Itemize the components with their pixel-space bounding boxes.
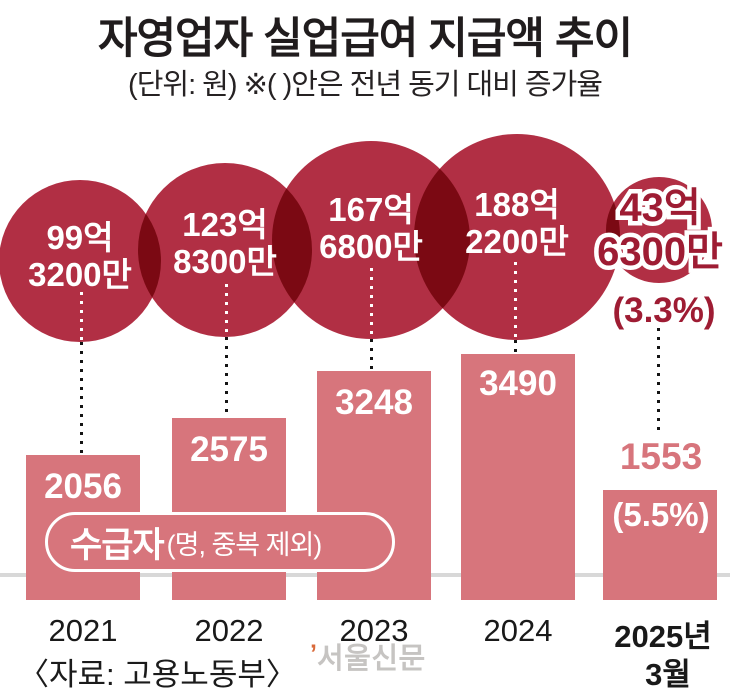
bubble-label-2025: 43억 43억 6300만 6300만 xyxy=(593,182,728,279)
bubble-2025 xyxy=(606,177,712,283)
bar-value-2023: 3248 xyxy=(335,383,413,422)
bar-value-2022: 2575 xyxy=(190,430,268,469)
connector-dots-2022-in xyxy=(225,284,228,337)
x-label-2023: 2023 xyxy=(339,613,409,648)
chart-unit-note: (단위: 원) ※( )안은 전년 동기 대비 증가율 xyxy=(128,69,603,101)
x-label-2022: 2022 xyxy=(194,613,264,648)
connector-dots-2024-in xyxy=(514,262,517,340)
bubble-label-2023: 167억 6800만 xyxy=(319,191,423,265)
connector-dots-2022 xyxy=(225,337,228,418)
connector-dots-2021-in xyxy=(80,292,83,342)
x-label-2025-month: 3월 xyxy=(645,657,691,690)
watermark-text: 서울신문 xyxy=(316,643,426,675)
legend-unit-note: (명, 중복 제외) xyxy=(166,529,323,560)
bar-2025 xyxy=(603,490,717,600)
connector-dots-2023 xyxy=(370,339,373,371)
source-note: 〈자료: 고용노동부〉 xyxy=(18,657,297,690)
bubble-label-2024: 188억 2200만 xyxy=(465,186,569,260)
bar-value-2025: 1553 xyxy=(619,436,703,477)
amount-growth-2025: (3.3%) xyxy=(612,291,716,330)
connector-dots-2023-in xyxy=(370,268,373,339)
connector-dots-2024 xyxy=(514,340,517,354)
page-title: 자영업자 실업급여 지급액 추이 xyxy=(97,15,633,63)
bubble-label-2022: 123억 8300만 xyxy=(173,206,277,280)
bar-2024 xyxy=(461,354,575,600)
legend-box: 수급자 (명, 중복 제외) xyxy=(45,512,395,572)
quote-mark-icon: ’ xyxy=(310,640,317,668)
connector-dots-2025 xyxy=(657,328,660,432)
bar-value-2024: 3490 xyxy=(479,364,557,403)
watermark: ’서울신문 xyxy=(310,635,426,677)
x-label-2025: 2025년 xyxy=(614,619,712,654)
connector-dots-2021 xyxy=(80,342,83,455)
bar-value-2021: 2056 xyxy=(44,467,122,506)
x-label-2021: 2021 xyxy=(48,613,118,648)
bubble-2024 xyxy=(414,134,620,340)
bubble-label-2021: 99억 3200만 xyxy=(28,219,132,293)
recipients-growth-2025: (5.5%) xyxy=(612,496,710,533)
x-label-2024: 2024 xyxy=(483,613,553,648)
legend-title: 수급자 xyxy=(70,525,165,565)
